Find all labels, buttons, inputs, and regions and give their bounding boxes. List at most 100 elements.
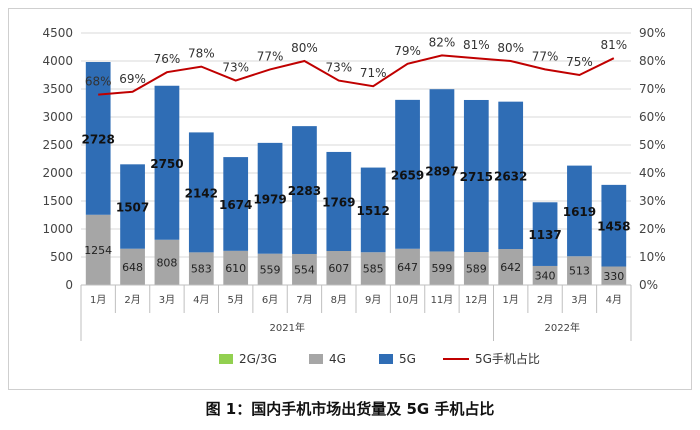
y-right-tick-label: 10% bbox=[639, 250, 666, 264]
y-left-tick-label: 3500 bbox=[42, 82, 73, 96]
label-5g: 2283 bbox=[288, 184, 321, 198]
chart-svg: 1254 2728 648 1507 808 2750 583 2142 610 1674 559 1… bbox=[42, 26, 666, 366]
y-right-tick-label: 30% bbox=[639, 194, 666, 208]
bar-5g bbox=[463, 99, 489, 253]
label-5g: 2659 bbox=[391, 168, 424, 182]
legend-label: 4G bbox=[329, 352, 346, 366]
bar-5g bbox=[223, 157, 249, 251]
label-share: 76% bbox=[154, 52, 181, 66]
share-line bbox=[98, 54, 615, 96]
y-right-tick-label: 90% bbox=[639, 26, 666, 40]
x-tick-label: 10月 bbox=[396, 294, 419, 306]
label-5g: 2750 bbox=[150, 157, 183, 171]
y-right-tick-label: 40% bbox=[639, 166, 666, 180]
y-left-tick-label: 4500 bbox=[42, 26, 73, 40]
label-share: 80% bbox=[291, 41, 318, 55]
bar-5g bbox=[601, 184, 627, 267]
x-tick-label: 4月 bbox=[193, 294, 209, 306]
bar-4g bbox=[292, 253, 317, 285]
bar-4g bbox=[601, 266, 627, 285]
share-line-path bbox=[98, 54, 615, 96]
bar-4g bbox=[154, 239, 180, 285]
label-4g: 610 bbox=[225, 262, 246, 275]
y-right-tick-label: 0% bbox=[639, 278, 658, 292]
label-share: 82% bbox=[429, 35, 456, 49]
label-share: 69% bbox=[119, 72, 146, 86]
bar-4g bbox=[120, 248, 145, 285]
bar-5g bbox=[154, 85, 180, 240]
bar-5g bbox=[360, 167, 386, 253]
bar-4g bbox=[429, 251, 455, 285]
x-tick-label: 11月 bbox=[431, 294, 454, 306]
x-tick-label: 9月 bbox=[365, 294, 381, 306]
label-4g: 585 bbox=[363, 263, 384, 276]
legend-label: 5G bbox=[399, 352, 416, 366]
bar-4g bbox=[188, 252, 214, 285]
label-4g: 647 bbox=[397, 261, 418, 274]
y-left-tick-label: 2500 bbox=[42, 138, 73, 152]
label-share: 75% bbox=[566, 55, 593, 69]
label-share: 78% bbox=[188, 47, 215, 61]
bar-4g bbox=[85, 214, 111, 285]
y-right-tick-label: 20% bbox=[639, 222, 666, 236]
bar-5g bbox=[292, 126, 317, 254]
x-tick-label: 12月 bbox=[465, 294, 488, 306]
x-tick-label: 3月 bbox=[159, 294, 175, 306]
x-tick-label: 7月 bbox=[296, 294, 312, 306]
x-tick-label: 4月 bbox=[606, 294, 622, 306]
bar-5g bbox=[567, 165, 592, 257]
label-4g: 808 bbox=[156, 256, 177, 269]
label-5g: 1507 bbox=[116, 201, 149, 215]
bar-5g bbox=[429, 89, 455, 252]
bar-4g bbox=[326, 251, 352, 285]
label-5g: 1674 bbox=[219, 198, 252, 212]
label-4g: 340 bbox=[535, 269, 556, 282]
label-share: 68% bbox=[85, 75, 112, 89]
legend-label: 2G/3G bbox=[239, 352, 277, 366]
y-right-tick-label: 60% bbox=[639, 110, 666, 124]
label-5g: 1137 bbox=[528, 228, 561, 242]
label-5g: 1512 bbox=[356, 204, 389, 218]
label-4g: 1254 bbox=[84, 244, 112, 257]
y-left-tick-label: 3000 bbox=[42, 110, 73, 124]
bar-5g bbox=[85, 62, 111, 215]
bars bbox=[85, 62, 627, 285]
x-tick-label: 1月 bbox=[90, 294, 106, 306]
legend-swatch bbox=[309, 354, 323, 364]
y-right-tick-label: 80% bbox=[639, 54, 666, 68]
bar-4g bbox=[532, 265, 558, 285]
data-labels: 1254 2728 648 1507 808 2750 583 2142 610 1674 559 1… bbox=[81, 35, 630, 282]
x-tick-label: 8月 bbox=[331, 294, 347, 306]
bar-4g bbox=[395, 248, 420, 285]
label-4g: 559 bbox=[260, 263, 281, 276]
bar-5g bbox=[532, 202, 558, 266]
bar-4g bbox=[360, 252, 386, 285]
label-4g: 513 bbox=[569, 265, 590, 278]
label-5g: 1769 bbox=[322, 195, 355, 209]
x-tick-label: 2月 bbox=[124, 294, 140, 306]
label-4g: 648 bbox=[122, 261, 143, 274]
x-tick-label: 6月 bbox=[262, 294, 278, 306]
label-4g: 642 bbox=[500, 261, 521, 274]
figure-caption: 图 1：国内手机市场出货量及 5G 手机占比 bbox=[205, 400, 495, 418]
x-group-label: 2022年 bbox=[545, 321, 580, 334]
label-5g: 2715 bbox=[460, 170, 493, 184]
legend-swatch bbox=[379, 354, 393, 364]
label-5g: 2728 bbox=[81, 132, 114, 146]
bar-5g bbox=[498, 101, 524, 250]
label-4g: 583 bbox=[191, 263, 212, 276]
bar-5g bbox=[188, 132, 214, 253]
label-4g: 607 bbox=[328, 262, 349, 275]
label-share: 73% bbox=[325, 61, 352, 75]
bar-5g bbox=[120, 164, 145, 249]
legend-label: 5G手机占比 bbox=[475, 351, 540, 366]
y-left-tick-label: 4000 bbox=[42, 54, 73, 68]
label-4g: 330 bbox=[603, 270, 624, 283]
label-5g: 2632 bbox=[494, 169, 527, 183]
label-5g: 2142 bbox=[185, 186, 218, 200]
label-share: 77% bbox=[532, 49, 559, 63]
label-share: 71% bbox=[360, 66, 387, 80]
label-share: 79% bbox=[394, 44, 421, 58]
label-share: 81% bbox=[463, 38, 490, 52]
label-5g: 2897 bbox=[425, 164, 458, 178]
